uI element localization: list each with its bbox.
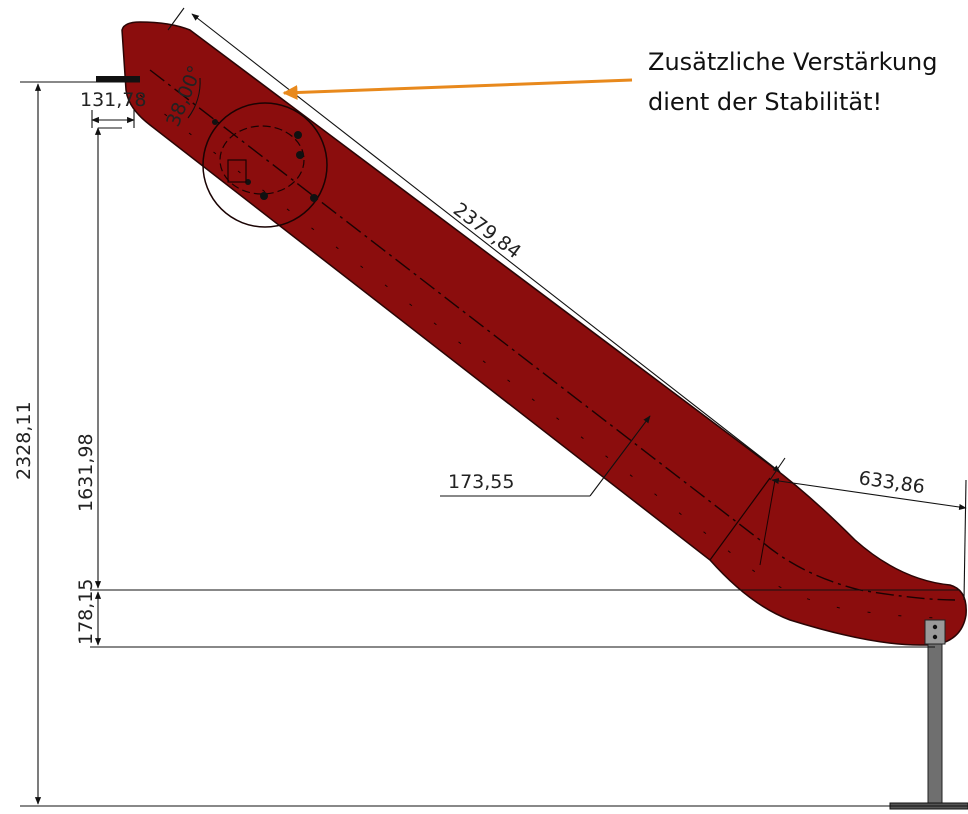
dim-total-height: 2328,11 — [13, 401, 35, 480]
dim-exit-height: 178,15 — [75, 579, 97, 645]
annotation-line-1: Zusätzliche Verstärkung — [648, 48, 938, 76]
dim-width: 173,55 — [448, 471, 514, 493]
dim-top-offset: 131,78 — [80, 89, 146, 111]
section-line — [709, 477, 771, 561]
annotation-line-2: dient der Stabilität! — [648, 88, 882, 116]
support-post — [889, 619, 968, 810]
top-platform — [96, 76, 140, 82]
dim-lower-height: 1631,98 — [75, 433, 97, 512]
annotation-arrow — [282, 78, 633, 100]
